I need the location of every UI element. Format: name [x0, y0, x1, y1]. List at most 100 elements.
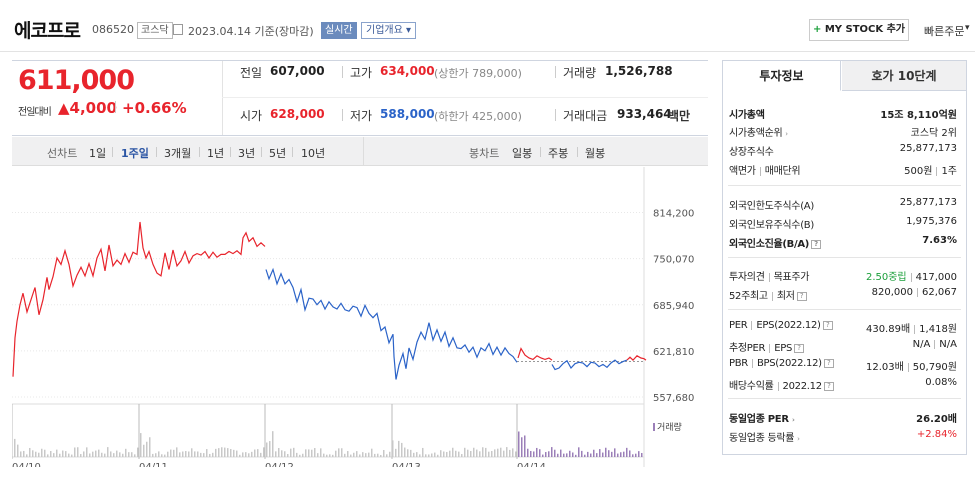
amount-value: 933,464 — [617, 107, 672, 121]
section-divider — [728, 257, 961, 258]
volume-bar — [233, 449, 235, 457]
market-cap-rank-row[interactable]: 시가총액순위 › — [729, 124, 788, 139]
volume-bar — [575, 454, 577, 457]
volume-bar — [527, 448, 529, 457]
tab-10year[interactable]: 10년 — [301, 147, 326, 160]
help-icon[interactable]: ? — [823, 381, 834, 391]
volume-bar — [608, 450, 610, 457]
volume-bar — [317, 453, 319, 457]
tab-monthly-candle[interactable]: 월봉 — [585, 147, 606, 160]
tab-1day[interactable]: 1일 — [89, 147, 107, 160]
quick-order-button[interactable]: 빠른주문 — [924, 25, 965, 38]
volume-bar — [599, 449, 601, 457]
x-tick-label: 04/11 — [139, 462, 168, 467]
tab-investment-info[interactable]: 투자정보 — [723, 61, 841, 91]
volume-bar — [428, 454, 430, 457]
eps: 1,418원 — [919, 324, 957, 335]
volume-bar — [566, 453, 568, 457]
volume-bar — [257, 449, 259, 457]
company-overview-button[interactable]: 기업개요 ▾ — [361, 22, 417, 39]
volume-bar — [23, 450, 25, 457]
pbr-row: PBR BPS(2022.12)? — [729, 358, 834, 369]
candle-chart-label: 봉차트 — [469, 147, 500, 160]
per: 430.89배 — [865, 324, 911, 335]
opinion-label: 투자의견 — [729, 272, 765, 283]
help-icon[interactable]: ? — [794, 343, 804, 353]
volume-bar — [347, 451, 349, 457]
sector-per-row[interactable]: 동일업종 PER › — [729, 410, 795, 425]
volume-bar — [443, 451, 445, 457]
chart-tab-bar — [12, 137, 708, 166]
volume-bar — [308, 449, 310, 457]
volume-bar — [626, 447, 628, 457]
help-icon[interactable]: ? — [822, 320, 833, 330]
volume-bar — [56, 449, 58, 457]
opinion-row: 투자의견 목표주가 — [729, 268, 810, 283]
volume-bar — [332, 454, 334, 457]
opinion-value: 2.50중립 417,000 — [866, 268, 957, 283]
price-chart[interactable]: 814,200 750,070 685,940 621,810 557,680 04/10… — [12, 167, 708, 467]
company-name: 에코프로 — [14, 20, 81, 42]
volume-bar — [341, 448, 343, 457]
tab-1year[interactable]: 1년 — [207, 147, 225, 160]
volume-bar — [488, 451, 490, 457]
dividend-value: 0.08% — [925, 377, 957, 388]
volume-bar — [221, 447, 223, 457]
est-eps-label: EPS — [774, 343, 792, 354]
tab-weekly-candle[interactable]: 주봉 — [548, 147, 569, 160]
week52-low-label: 최저 — [776, 291, 795, 302]
volume-bar — [47, 454, 49, 457]
volume-bar — [434, 452, 436, 457]
pbr: 12.03배 — [865, 362, 904, 373]
realtime-button[interactable]: 실시간 — [321, 22, 357, 39]
help-icon[interactable]: ? — [796, 291, 807, 301]
tab-1week[interactable]: 1주일 — [121, 147, 149, 160]
volume-bar — [182, 451, 184, 457]
help-icon[interactable]: ? — [823, 358, 834, 368]
volume-bar — [524, 435, 526, 457]
volume-bar — [515, 451, 517, 457]
sector-per-label: 동일업종 PER — [729, 414, 789, 425]
volume-bar — [545, 452, 547, 457]
volume-bar — [77, 447, 79, 457]
tab-daily-candle[interactable]: 일봉 — [512, 147, 533, 160]
tab-3month[interactable]: 3개월 — [164, 147, 192, 160]
volume-bar — [50, 451, 52, 457]
volume-bar — [281, 450, 283, 457]
help-icon[interactable]: ? — [811, 239, 822, 249]
foreign-rate-row: 외국인소진율(B/A)? — [729, 235, 822, 250]
volume-bar — [611, 451, 613, 457]
tab-3year[interactable]: 3년 — [238, 147, 256, 160]
volume-bar — [116, 450, 118, 457]
tab-5year[interactable]: 5년 — [269, 147, 287, 160]
volume-bar — [578, 447, 580, 457]
change-value: ▲4,000 — [58, 99, 117, 117]
tab-orderbook-10[interactable]: 호가 10단계 — [842, 61, 966, 91]
quick-order-chevron-icon[interactable]: ▾ — [965, 23, 970, 33]
volume-bar — [32, 450, 34, 457]
volume-bar — [83, 451, 85, 457]
volume-bar — [353, 452, 355, 457]
volume-bar — [464, 447, 466, 457]
my-stock-add-button[interactable]: + MY STOCK 추가 — [809, 19, 909, 41]
volume-bar — [107, 447, 109, 457]
volume-bar — [260, 452, 262, 457]
face-unit-label: 액면가 매매단위 — [729, 162, 801, 177]
volume-bar — [554, 449, 556, 457]
sector-change-row[interactable]: 동일업종 등락률 › — [729, 429, 800, 444]
volume-bar — [407, 449, 409, 457]
volume-bar — [305, 449, 307, 457]
change-separator — [115, 101, 116, 113]
foreign-limit-label: 외국인한도주식수(A) — [729, 201, 814, 212]
volume-bar — [419, 454, 421, 457]
y-tick-label: 685,940 — [653, 301, 694, 312]
divider — [910, 272, 912, 282]
bps: 50,790원 — [912, 362, 957, 373]
volume-bar — [485, 447, 487, 457]
volume-bar — [113, 453, 115, 457]
foreign-rate-value: 7.63% — [922, 235, 957, 246]
volume-bar — [239, 454, 241, 457]
volume-bar — [170, 449, 172, 457]
volume-bar — [74, 447, 76, 457]
tab-separator — [577, 147, 578, 157]
